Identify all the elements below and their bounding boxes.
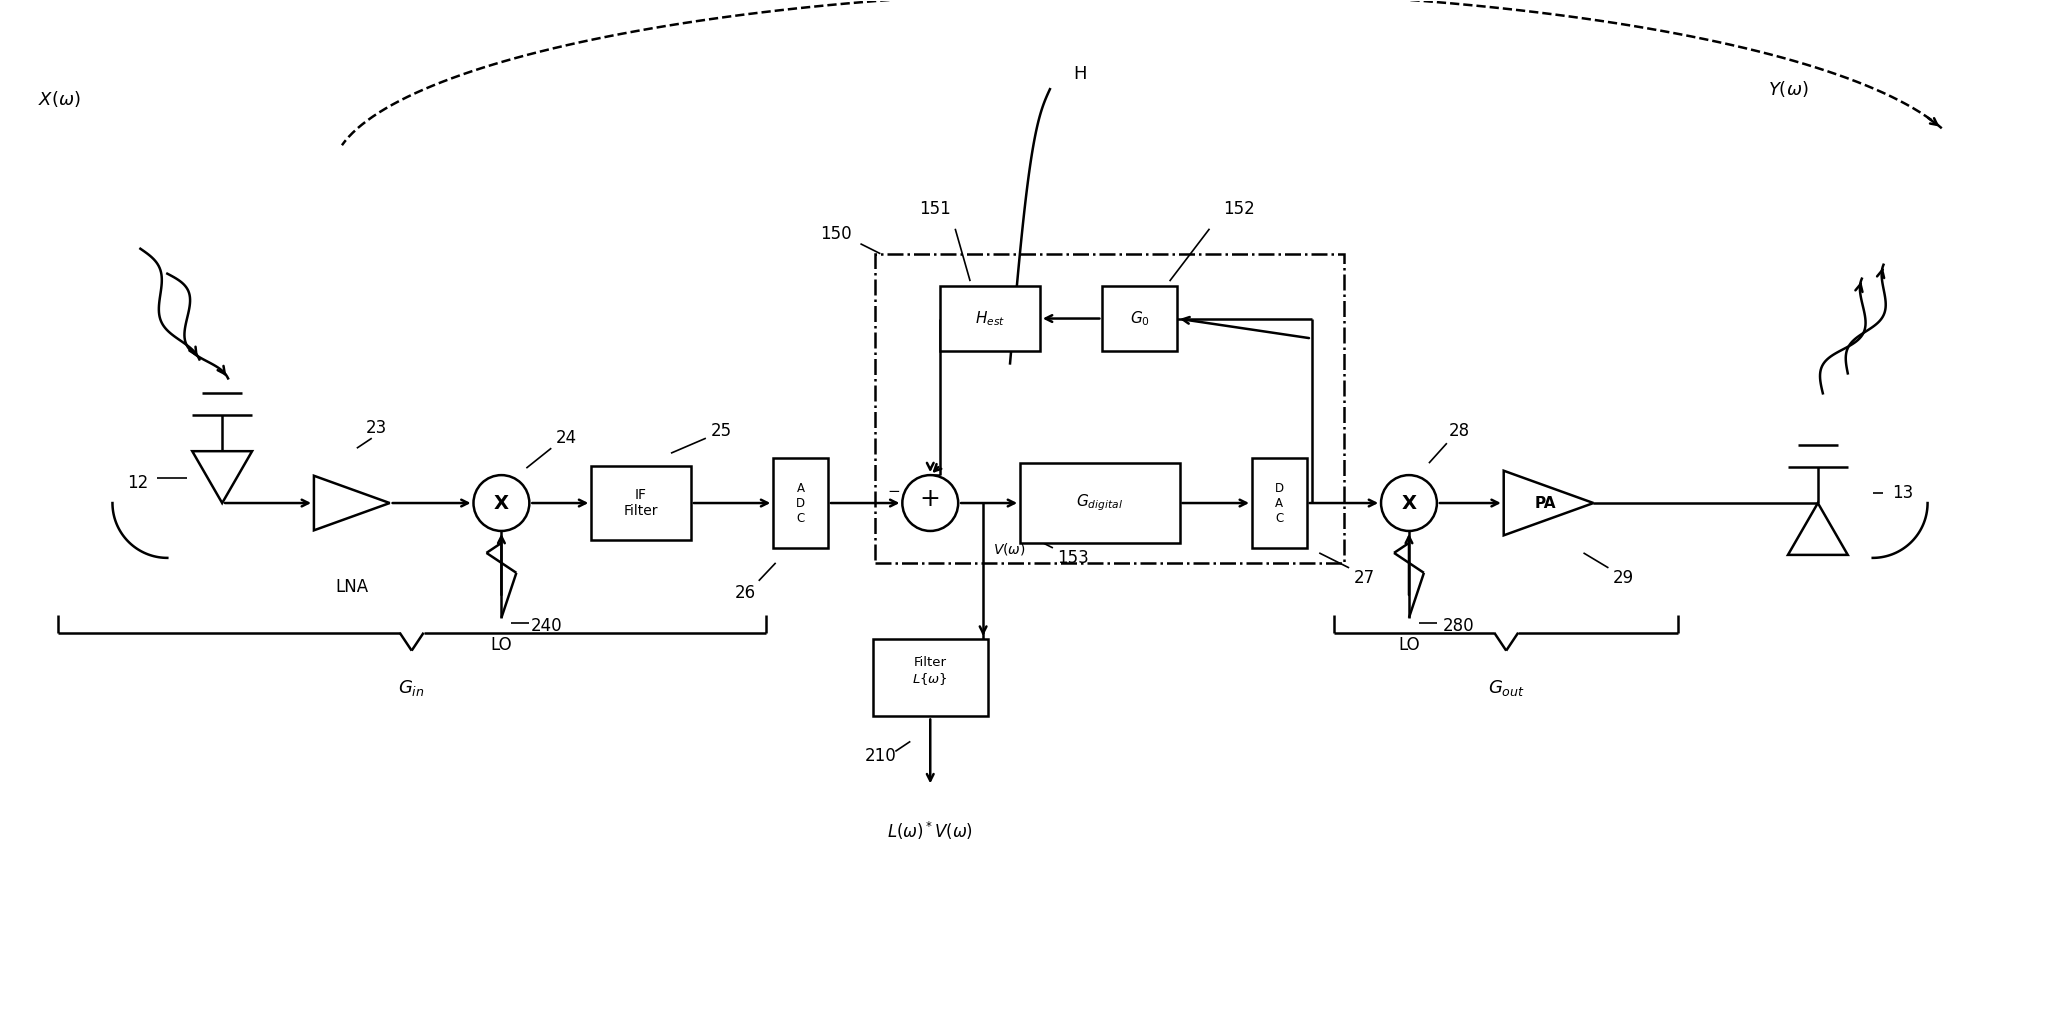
Bar <box>876 254 1343 563</box>
Circle shape <box>474 475 529 531</box>
Text: $H_{est}$: $H_{est}$ <box>974 309 1005 327</box>
Text: 152: 152 <box>1224 199 1255 218</box>
Text: 150: 150 <box>820 225 851 243</box>
Text: 12: 12 <box>127 474 148 492</box>
Text: A
D
C: A D C <box>796 481 806 525</box>
Text: X: X <box>494 494 509 512</box>
Text: $G_{in}$: $G_{in}$ <box>398 678 425 697</box>
Bar <box>1101 286 1177 351</box>
Text: 24: 24 <box>556 429 576 447</box>
Text: X: X <box>1401 494 1417 512</box>
Polygon shape <box>1503 471 1594 535</box>
Text: IF
Filter: IF Filter <box>624 488 658 519</box>
Text: 240: 240 <box>531 617 562 634</box>
Text: +: + <box>919 487 941 511</box>
Text: 13: 13 <box>1891 484 1914 502</box>
Text: $G_{out}$: $G_{out}$ <box>1487 678 1524 697</box>
Text: H: H <box>1073 65 1087 84</box>
Text: 280: 280 <box>1444 617 1475 634</box>
Text: PA: PA <box>1534 496 1557 510</box>
Text: $Y(\omega)$: $Y(\omega)$ <box>1768 80 1809 99</box>
Text: $G_0$: $G_0$ <box>1130 309 1151 327</box>
Polygon shape <box>314 476 390 530</box>
Text: $G_{digital}$: $G_{digital}$ <box>1077 493 1124 513</box>
Text: $V(\omega)$: $V(\omega)$ <box>993 541 1026 557</box>
Text: 151: 151 <box>919 199 952 218</box>
Bar <box>591 466 691 540</box>
Polygon shape <box>193 451 252 503</box>
Text: LO: LO <box>490 635 513 654</box>
Circle shape <box>902 475 958 531</box>
Text: LNA: LNA <box>334 577 369 596</box>
Text: LO: LO <box>1399 635 1419 654</box>
Text: 26: 26 <box>734 584 757 602</box>
Text: 29: 29 <box>1612 569 1635 587</box>
Text: 23: 23 <box>367 419 388 437</box>
Text: $X(\omega)$: $X(\omega)$ <box>37 89 80 109</box>
Circle shape <box>1380 475 1438 531</box>
Polygon shape <box>1788 503 1848 555</box>
Text: 27: 27 <box>1354 569 1374 587</box>
Text: $L(\omega)^*V(\omega)$: $L(\omega)^*V(\omega)$ <box>888 820 974 842</box>
Text: 25: 25 <box>710 422 732 440</box>
Text: 210: 210 <box>866 747 896 765</box>
Bar <box>874 638 989 717</box>
Text: 28: 28 <box>1448 422 1469 440</box>
Text: −: − <box>888 483 900 499</box>
Bar <box>1019 463 1179 543</box>
Bar <box>1251 459 1306 547</box>
Text: 153: 153 <box>1056 549 1089 567</box>
Text: D
A
C: D A C <box>1276 481 1284 525</box>
Text: Filter
$L\{\omega\}$: Filter $L\{\omega\}$ <box>913 656 948 687</box>
Bar <box>939 286 1040 351</box>
Bar <box>773 459 829 547</box>
